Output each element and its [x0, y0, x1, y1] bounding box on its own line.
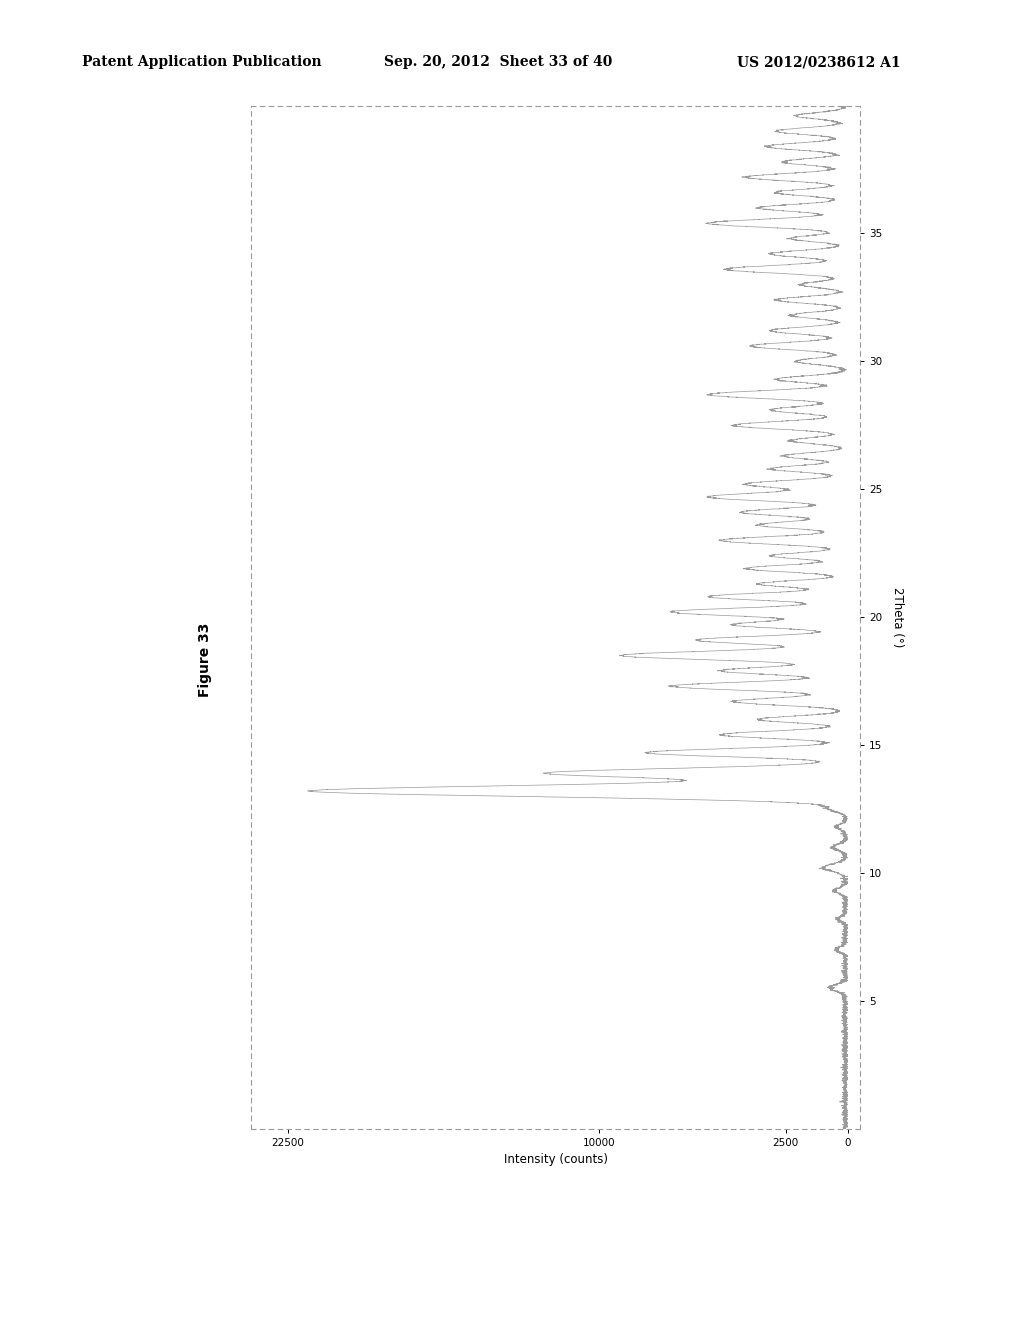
Y-axis label: 2Theta (°): 2Theta (°)	[891, 587, 904, 647]
Text: Sep. 20, 2012  Sheet 33 of 40: Sep. 20, 2012 Sheet 33 of 40	[384, 55, 612, 70]
Text: Figure 33: Figure 33	[198, 623, 212, 697]
Text: Patent Application Publication: Patent Application Publication	[82, 55, 322, 70]
Text: US 2012/0238612 A1: US 2012/0238612 A1	[737, 55, 901, 70]
X-axis label: Intensity (counts): Intensity (counts)	[504, 1154, 607, 1166]
